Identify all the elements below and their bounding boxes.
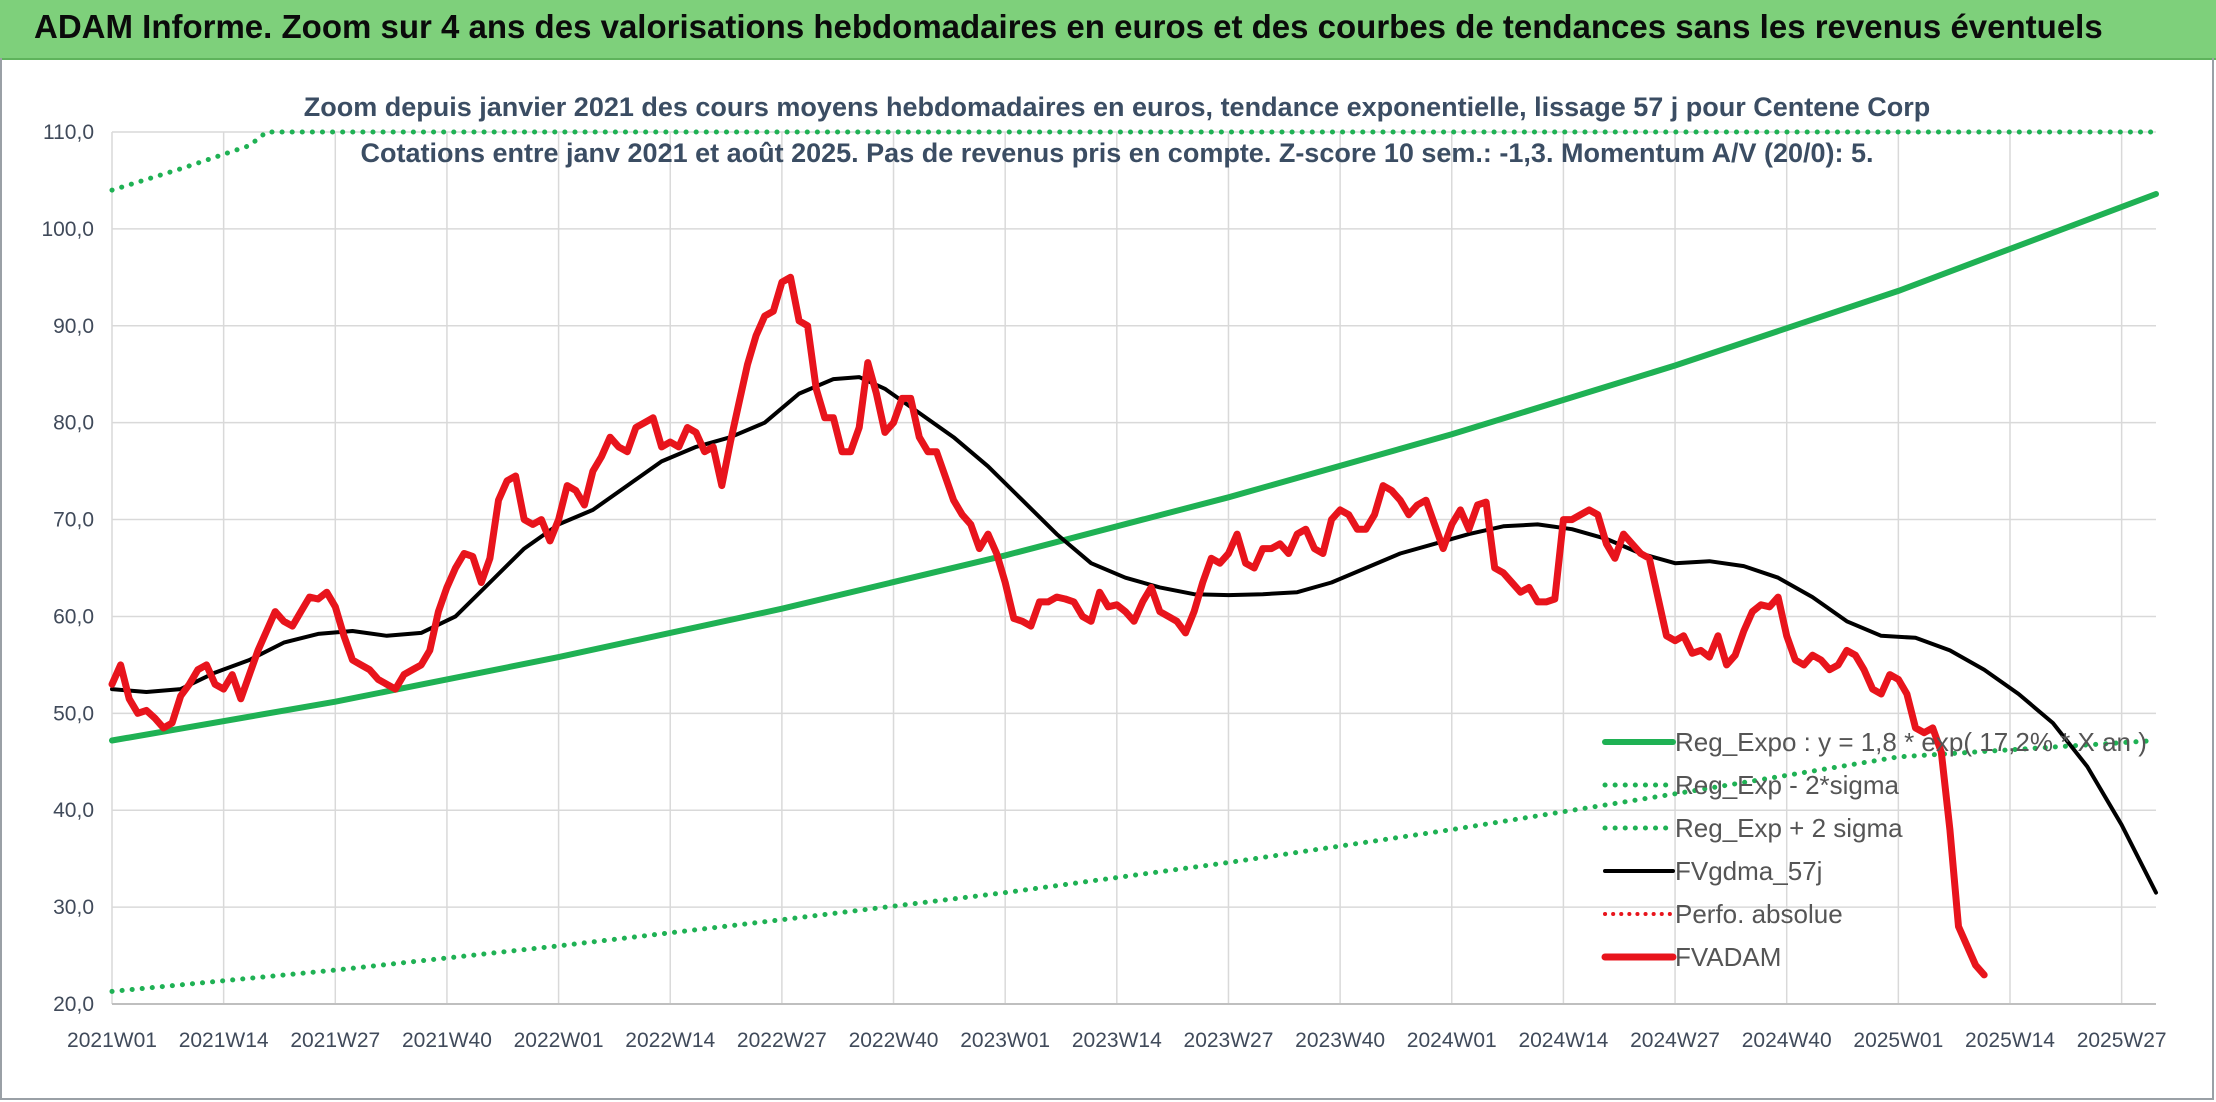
x-tick-label: 2024W40 xyxy=(1742,1029,1832,1052)
y-tick-label: 30,0 xyxy=(53,896,94,919)
legend-label: Reg_Exp + 2 sigma xyxy=(1675,813,1903,843)
x-tick-label: 2021W27 xyxy=(290,1029,380,1052)
x-tick-label: 2023W01 xyxy=(960,1029,1050,1052)
y-tick-label: 70,0 xyxy=(53,509,94,532)
series-line-reg-expo-y-1-8-exp-17-2-x-an xyxy=(109,191,2159,744)
y-tick-label: 50,0 xyxy=(53,702,94,725)
chart-frame xyxy=(0,58,2214,1100)
report-header-banner: ADAM Informe. Zoom sur 4 ans des valoris… xyxy=(0,0,2216,60)
x-tick-label: 2024W14 xyxy=(1518,1029,1608,1052)
x-tick-label: 2022W40 xyxy=(849,1029,939,1052)
data-series xyxy=(108,129,2159,994)
x-tick-label: 2022W27 xyxy=(737,1029,827,1052)
x-tick-label: 2024W27 xyxy=(1630,1029,1720,1052)
y-tick-label: 110,0 xyxy=(43,121,94,144)
series-line-fvgdma-57j xyxy=(110,375,2158,895)
y-tick-label: 60,0 xyxy=(53,605,94,628)
y-tick-label: 20,0 xyxy=(53,993,94,1016)
x-tick-label: 2024W01 xyxy=(1407,1029,1497,1052)
x-tick-label: 2021W40 xyxy=(402,1029,492,1052)
legend-label: Perfo. absolue xyxy=(1675,899,1843,929)
x-tick-label: 2023W40 xyxy=(1295,1029,1385,1052)
legend-label: Reg_Exp - 2*sigma xyxy=(1675,770,1900,800)
y-axis-tick-labels: 20,0 30,0 40,0 50,0 60,0 70,0 80,0 90,0 100,0 110… xyxy=(41,121,94,1016)
x-tick-label: 2022W01 xyxy=(514,1029,604,1052)
chart-subtitle-line1: Zoom depuis janvier 2021 des cours moyen… xyxy=(304,92,1931,122)
chart-legend: Reg_Expo : y = 1,8 * exp( 17,2% * X an )… xyxy=(1601,727,2147,972)
series-line-fvadam xyxy=(108,273,1988,979)
y-tick-label: 90,0 xyxy=(53,315,94,338)
y-tick-label: 40,0 xyxy=(53,799,94,822)
x-tick-label: 2023W14 xyxy=(1072,1029,1162,1052)
x-axis-tick-labels: 2021W01 2021W14 2021W27 2021W40 2022W01 2022W… xyxy=(67,1029,2167,1052)
x-tick-label: 2021W01 xyxy=(67,1029,157,1052)
x-tick-label: 2025W01 xyxy=(1853,1029,1943,1052)
series-line-reg-exp-2-sigma xyxy=(109,738,2159,994)
grid-lines xyxy=(111,131,2156,1005)
legend-label: Reg_Expo : y = 1,8 * exp( 17,2% * X an ) xyxy=(1675,727,2147,757)
x-tick-label: 2023W27 xyxy=(1184,1029,1274,1052)
legend-label: FVADAM xyxy=(1675,942,1781,972)
chart-subtitle-line2: Cotations entre janv 2021 et août 2025. … xyxy=(360,138,1873,168)
x-tick-label: 2022W14 xyxy=(625,1029,715,1052)
y-tick-label: 100,0 xyxy=(41,218,94,241)
x-tick-label: 2025W14 xyxy=(1965,1029,2055,1052)
legend-label: FVgdma_57j xyxy=(1675,856,1822,886)
x-tick-label: 2021W14 xyxy=(179,1029,269,1052)
x-tick-label: 2025W27 xyxy=(2077,1029,2167,1052)
y-tick-label: 80,0 xyxy=(53,412,94,435)
series-line-reg-exp-2-sigma xyxy=(109,129,2159,193)
report-title: ADAM Informe. Zoom sur 4 ans des valoris… xyxy=(34,8,2103,45)
